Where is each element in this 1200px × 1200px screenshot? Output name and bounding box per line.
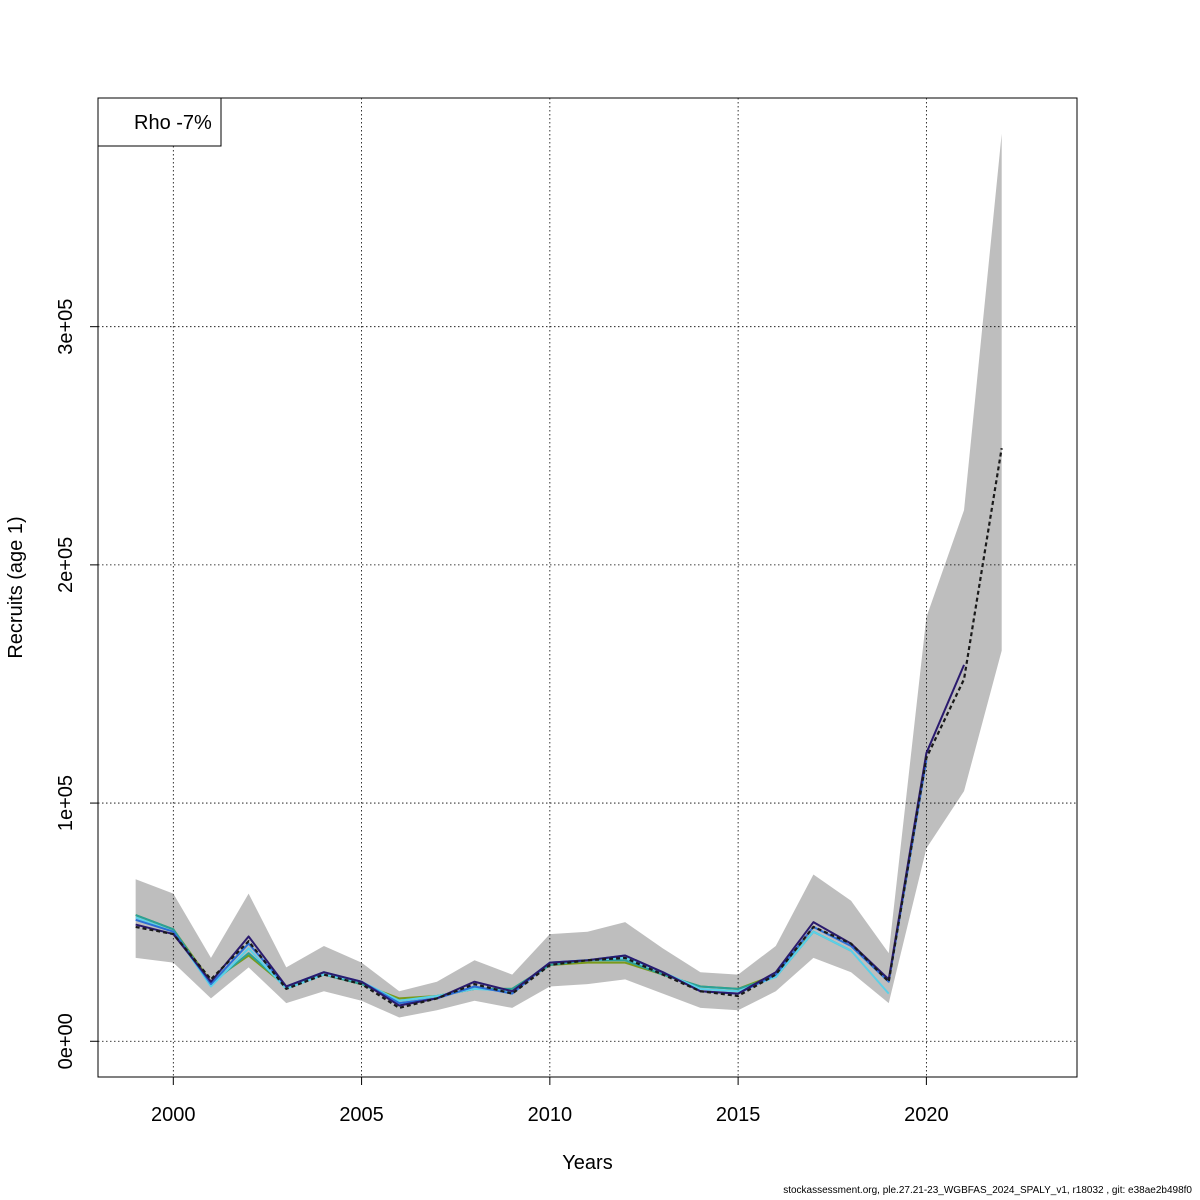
y-tick-label: 1e+05 (55, 775, 77, 831)
series-layer (135, 447, 1003, 1010)
axis-layer: 2000 2005 2010 2015 2020 0e+00 1e+05 2e+05 3e+05 (55, 299, 949, 1126)
series-line (135, 914, 852, 1002)
legend-box (97, 97, 222, 147)
series-line (135, 447, 1003, 1010)
x-tick-label: 2020 (904, 1104, 949, 1126)
x-tick-label: 2005 (339, 1104, 384, 1126)
grid-layer (98, 98, 1077, 1077)
y-tick-label: 3e+05 (55, 299, 77, 355)
series-line (135, 664, 965, 1007)
plot-frame (97, 97, 1078, 1078)
confidence-band (135, 133, 1002, 1018)
y-axis-label: Recruits (age 1) (5, 516, 27, 658)
x-tick-label: 2015 (716, 1104, 761, 1126)
legend: Rho -7% (97, 97, 222, 147)
x-tick-label: 2000 (151, 1104, 196, 1126)
y-tick-label: 0e+00 (55, 1013, 77, 1069)
x-axis-label: Years (562, 1152, 612, 1174)
x-tick-label: 2010 (528, 1104, 573, 1126)
footer-credit: stockassessment.org, ple.27.21-23_WGBFAS… (783, 1185, 1192, 1196)
legend-text: Rho -7% (134, 112, 212, 134)
confidence-band-layer (135, 133, 1002, 1018)
y-tick-label: 2e+05 (55, 537, 77, 593)
